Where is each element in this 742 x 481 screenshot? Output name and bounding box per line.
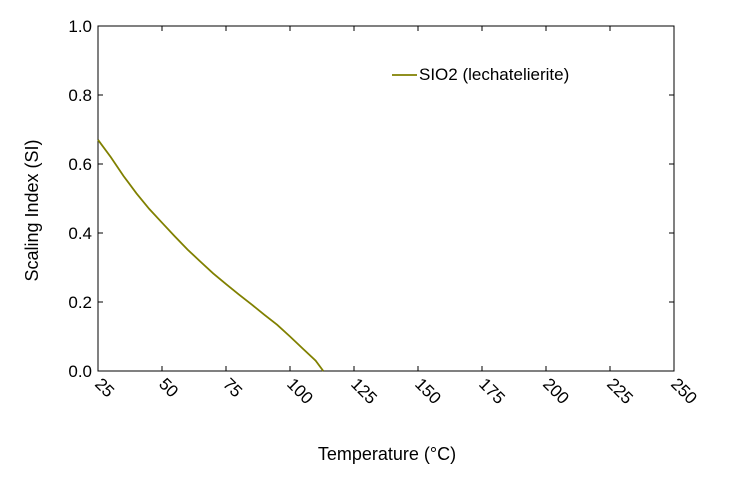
- y-tick-label: 0.4: [68, 224, 92, 243]
- plot-area: [97, 25, 675, 372]
- series-line: [97, 139, 325, 372]
- x-axis: 25 50 75 100 125 150 175 200 225 250: [91, 26, 701, 408]
- legend: SIO2 (lechatelierite): [392, 65, 569, 84]
- x-tick-label: 100: [283, 374, 316, 407]
- series-layer: [97, 139, 325, 372]
- x-tick-label: 225: [603, 374, 636, 407]
- x-tick-label: 50: [155, 374, 182, 401]
- x-tick-label: 175: [475, 374, 508, 407]
- y-tick-label: 0.0: [68, 362, 92, 381]
- x-tick-label: 250: [667, 374, 700, 407]
- x-tick-label: 150: [411, 374, 444, 407]
- y-axis-title: Scaling Index (SI): [22, 139, 42, 281]
- y-tick-label: 1.0: [68, 17, 92, 36]
- x-tick-label: 200: [539, 374, 572, 407]
- x-tick-label: 75: [219, 374, 246, 401]
- y-tick-label: 0.6: [68, 155, 92, 174]
- y-tick-label: 0.2: [68, 293, 92, 312]
- legend-label: SIO2 (lechatelierite): [419, 65, 569, 84]
- x-axis-title: Temperature (°C): [318, 444, 456, 464]
- x-tick-label: 125: [347, 374, 380, 407]
- y-tick-label: 0.8: [68, 86, 92, 105]
- y-axis: 0.0 0.2 0.4 0.6 0.8 1.0: [68, 17, 674, 381]
- x-tick-label: 25: [91, 374, 118, 401]
